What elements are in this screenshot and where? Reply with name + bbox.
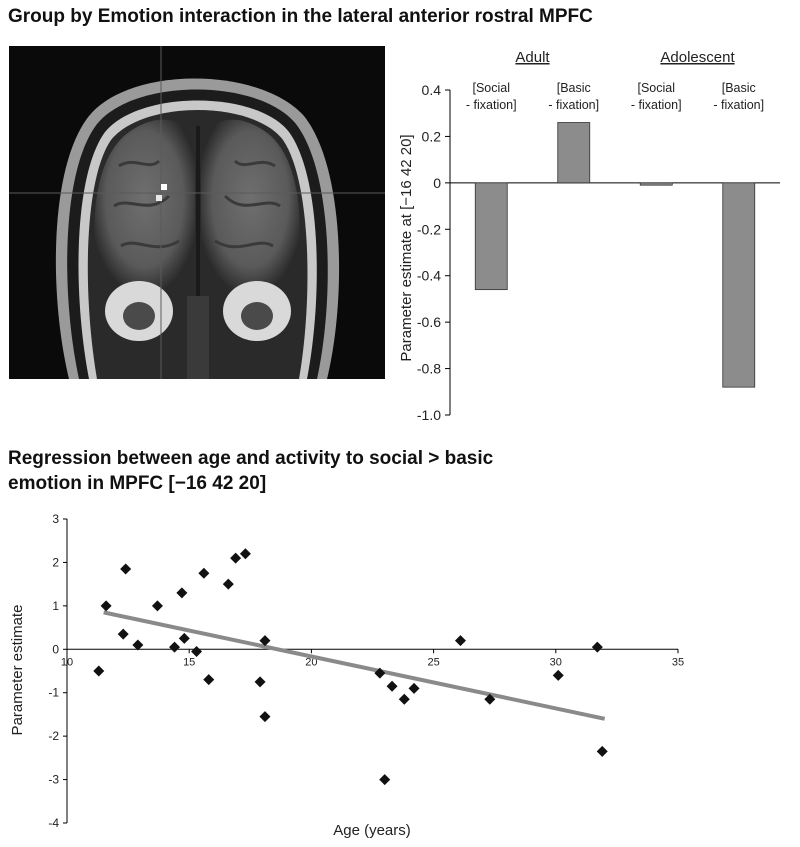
scatter-x-tick-label: 30: [550, 656, 562, 668]
bar-category-label: - fixation]: [466, 98, 517, 112]
scatter-point: [151, 600, 163, 612]
scatter-y-tick-label: 2: [52, 555, 59, 569]
scatter-point: [379, 774, 391, 786]
bar-category-label: [Basic: [557, 81, 591, 95]
scatter-point: [178, 632, 190, 644]
bottom-title-line-1: Regression between age and activity to s…: [8, 448, 494, 469]
bar: [557, 122, 591, 184]
bar: [639, 182, 673, 186]
scatter-point: [254, 676, 266, 688]
bar: [474, 182, 508, 291]
bar-y-tick-label: 0.2: [422, 128, 442, 144]
scatter-point: [230, 552, 242, 564]
bar-group-label: Adolescent: [660, 49, 735, 66]
scatter-point: [596, 745, 608, 757]
scatter-point: [591, 641, 603, 653]
scatter-x-tick-label: 25: [427, 656, 439, 668]
bottom-title-line-2: emotion in MPFC [−16 42 20]: [8, 473, 267, 494]
scatter-point: [222, 578, 234, 590]
bar-y-tick-label: 0.4: [422, 82, 442, 98]
scatter-point: [198, 567, 210, 579]
bar-y-tick-label: -0.4: [417, 268, 441, 284]
scatter-point: [398, 693, 410, 705]
scatter-point: [408, 682, 420, 694]
scatter-y-tick-label: -2: [48, 729, 59, 743]
bottom-chart-title: Regression between age and activity to s…: [8, 446, 708, 496]
bar-category-label: [Basic: [722, 81, 756, 95]
scatter-point: [386, 680, 398, 692]
scatter-point: [259, 635, 271, 647]
scatter-x-tick-label: 20: [305, 656, 317, 668]
scatter-point: [117, 628, 129, 640]
scatter-point: [93, 665, 105, 677]
scatter-point: [132, 639, 144, 651]
scatter-y-tick-label: 3: [52, 512, 59, 526]
scatter-x-tick-label: 10: [61, 656, 73, 668]
bar: [722, 182, 756, 388]
scatter-point: [100, 600, 112, 612]
scatter-point: [454, 635, 466, 647]
brain-mri-drawing: [9, 46, 385, 379]
top-chart-title: Group by Emotion interaction in the late…: [8, 6, 593, 27]
scatter-point: [120, 563, 132, 575]
scatter-point: [191, 645, 203, 657]
bar-category-label: - fixation]: [631, 98, 682, 112]
bar-y-axis-label: Parameter estimate at [−16 42 20]: [398, 134, 415, 361]
scatter-chart: Parameter estimate Age (years) 3210-1-2-…: [9, 512, 684, 839]
bar-category-label: [Social: [637, 81, 675, 95]
scatter-point: [203, 674, 215, 686]
scatter-x-tick-label: 15: [183, 656, 195, 668]
scatter-point: [259, 711, 271, 723]
regression-line: [103, 610, 606, 721]
scatter-y-tick-label: -4: [48, 816, 59, 830]
bar-group-label: Adult: [515, 49, 550, 66]
bar-y-tick-label: -0.2: [417, 221, 441, 237]
bar-y-tick-label: -1.0: [417, 407, 441, 423]
scatter-point: [176, 587, 188, 599]
scatter-point: [484, 693, 496, 705]
scatter-y-tick-label: 0: [52, 642, 59, 656]
bar-y-tick-label: 0: [433, 175, 441, 191]
bar-y-tick-label: -0.6: [417, 314, 441, 330]
scatter-y-tick-label: -1: [48, 686, 59, 700]
scatter-y-axis-label: Parameter estimate: [9, 605, 26, 736]
scatter-x-tick-label: 35: [672, 656, 684, 668]
scatter-point: [239, 548, 251, 560]
bar-category-label: - fixation]: [548, 98, 599, 112]
bar-chart: Parameter estimate at [−16 42 20] 0.4 0.2…: [398, 49, 780, 423]
scatter-y-tick-label: 1: [52, 599, 59, 613]
bar-y-tick-label: -0.8: [417, 361, 441, 377]
bar-category-label: - fixation]: [713, 98, 764, 112]
scatter-y-tick-label: -3: [48, 773, 59, 787]
scatter-x-axis-label: Age (years): [333, 822, 411, 839]
scatter-point: [374, 667, 386, 679]
brain-mri-image: [9, 46, 385, 379]
scatter-point: [552, 669, 564, 681]
bar-category-label: [Social: [472, 81, 510, 95]
scatter-point: [169, 641, 181, 653]
